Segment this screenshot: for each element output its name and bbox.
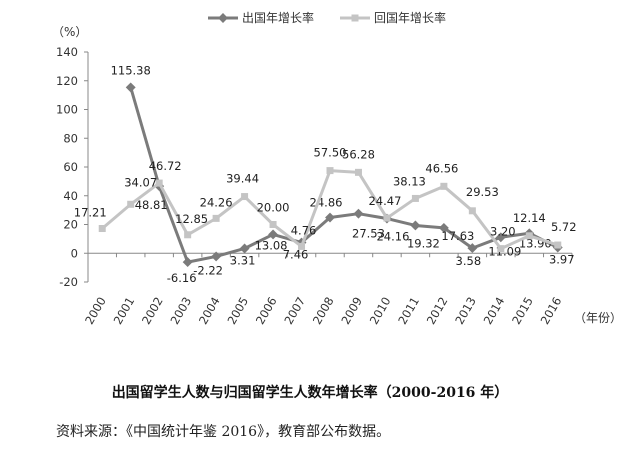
x-tick-label: 2009 [338, 295, 365, 327]
data-label: 24.26 [200, 195, 233, 209]
data-label: 24.86 [310, 196, 343, 210]
y-tick-label: 0 [71, 246, 78, 260]
data-label: 5.72 [551, 220, 577, 234]
legend-label: 出国年增长率 [242, 10, 314, 25]
y-tick-label: -20 [59, 275, 78, 289]
x-tick-label: 2005 [224, 295, 251, 327]
data-label: 46.56 [425, 161, 458, 175]
data-label: 17.21 [74, 206, 107, 220]
data-label: 20.00 [257, 201, 290, 215]
data-label: -6.16 [167, 271, 197, 285]
x-tick-label: 2013 [452, 295, 479, 327]
data-label: 39.44 [226, 172, 259, 186]
data-label: 34.07 [124, 175, 157, 189]
data-point [211, 251, 222, 262]
data-point [497, 245, 505, 253]
data-label: 19.32 [407, 236, 440, 250]
data-label: 3.20 [490, 225, 516, 239]
data-point [353, 208, 364, 219]
data-point [525, 232, 533, 240]
data-label: 48.81 [135, 198, 168, 212]
data-point [467, 243, 478, 254]
data-point [383, 214, 391, 222]
x-tick-label: 2015 [509, 295, 536, 327]
data-label: 24.47 [368, 194, 401, 208]
data-label: 4.76 [291, 223, 317, 237]
legend-label: 回国年增长率 [374, 10, 446, 25]
y-unit-label: （%） [52, 25, 87, 39]
data-point [326, 167, 334, 175]
x-tick-label: 2003 [167, 295, 194, 327]
data-point [182, 257, 193, 268]
y-tick-label: 120 [56, 74, 78, 88]
data-point [410, 220, 421, 231]
data-point [239, 243, 250, 254]
data-label: 57.50 [314, 146, 347, 160]
data-point [325, 212, 335, 223]
x-tick-label: 2006 [253, 295, 280, 327]
data-point [354, 168, 362, 176]
x-tick-label: 2004 [196, 295, 223, 327]
data-point [212, 214, 220, 222]
x-tick-label: 2008 [310, 295, 337, 327]
line-chart: -20 0 20 40 60 80 100 120 140 （%） 2000 2001 2002 2003… [52, 10, 620, 327]
data-point [268, 229, 279, 240]
data-label: 13.08 [255, 238, 288, 252]
legend-marker [351, 14, 359, 22]
data-label: 3.58 [456, 254, 482, 268]
data-point [468, 207, 476, 215]
chart-caption: 出国留学生人数与归国留学生人数年增长率（2000-2016 年） [111, 385, 509, 401]
x-tick-label: 2002 [139, 295, 166, 327]
data-point [438, 222, 449, 233]
data-point [269, 221, 277, 228]
y-tick-label: 40 [63, 189, 78, 203]
y-tick-label: 80 [63, 131, 78, 145]
series-line-1 [129, 86, 559, 264]
data-label: 7.46 [283, 248, 309, 262]
data-point [155, 179, 163, 187]
y-tick-label: 60 [63, 160, 78, 174]
data-label: 56.28 [342, 147, 375, 161]
data-point [440, 182, 448, 190]
data-label: 27.53 [352, 227, 385, 241]
x-tick-label: 2010 [367, 295, 394, 327]
data-label: 3.97 [549, 253, 575, 267]
data-point [98, 225, 106, 233]
x-tick-label: 2014 [481, 294, 508, 326]
data-label: 12.85 [175, 212, 208, 226]
y-tick-label: 100 [56, 103, 78, 117]
data-label: 24.16 [376, 230, 409, 244]
x-unit-label: （年份） [574, 311, 620, 325]
data-label: 11.09 [488, 244, 521, 258]
y-tick-label: 20 [63, 218, 78, 232]
x-tick-label: 2001 [111, 295, 138, 327]
data-label: 17.63 [441, 229, 474, 243]
legend-marker [218, 13, 228, 23]
data-label: 12.14 [513, 211, 546, 225]
data-label: 29.53 [466, 185, 499, 199]
data-label: -2.22 [193, 263, 223, 277]
data-point [241, 193, 249, 201]
data-point [495, 232, 506, 243]
source-note: 资料来源：《中国统计年鉴 2016》，教育部公布数据。 [56, 424, 391, 440]
data-point [127, 200, 135, 208]
data-point [411, 194, 419, 202]
data-label: 115.38 [111, 63, 151, 77]
x-tick-label: 2016 [538, 295, 565, 327]
x-tick-label: 2012 [424, 295, 451, 327]
data-point [554, 241, 562, 249]
data-point [184, 231, 192, 239]
data-point [125, 82, 136, 93]
data-point [298, 242, 306, 250]
y-tick-label: 140 [56, 45, 78, 59]
data-label: 3.31 [230, 253, 256, 267]
data-label: 38.13 [393, 174, 426, 188]
x-tick-label: 2000 [82, 295, 109, 327]
x-tick-label: 2007 [281, 295, 308, 327]
data-label: 46.72 [149, 159, 182, 173]
x-tick-label: 2011 [395, 295, 422, 327]
